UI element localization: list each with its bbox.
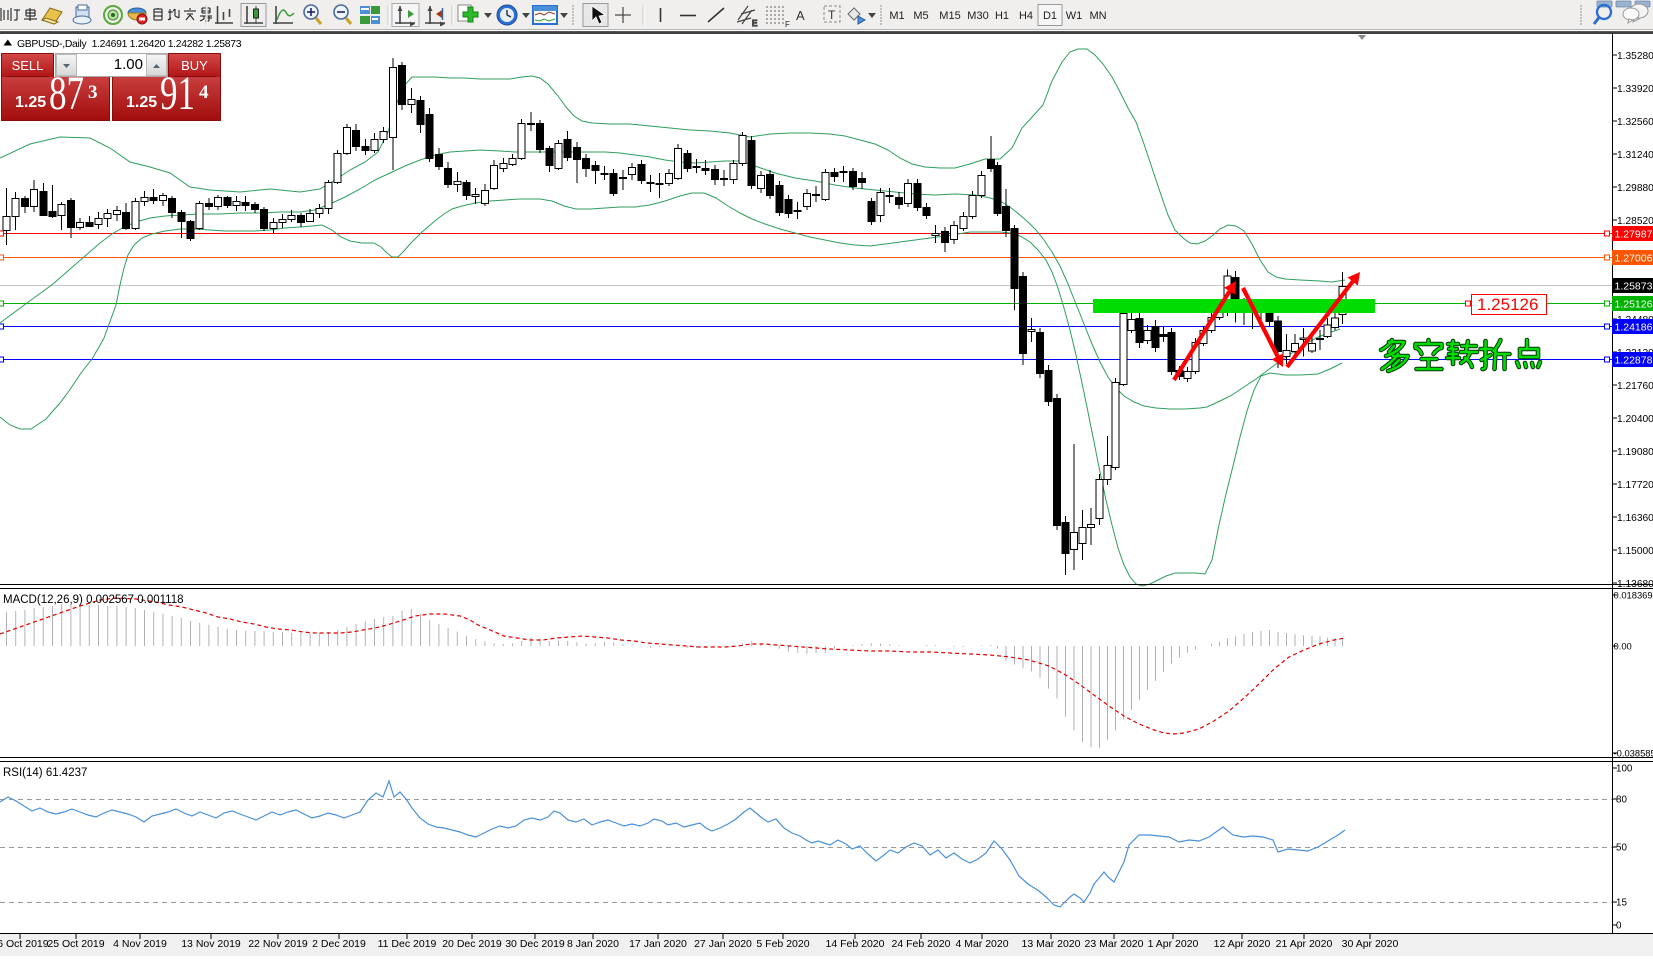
svg-text:14 Feb 2020: 14 Feb 2020: [826, 938, 885, 950]
svg-text:2 Dec 2019: 2 Dec 2019: [312, 938, 366, 950]
svg-text:15: 15: [1616, 898, 1627, 909]
svg-text:M30: M30: [967, 10, 988, 22]
svg-text:1.24186: 1.24186: [1615, 321, 1653, 333]
svg-text:1.27987: 1.27987: [1615, 228, 1653, 240]
svg-text:5 Feb 2020: 5 Feb 2020: [756, 938, 809, 950]
svg-text:MN: MN: [1089, 10, 1106, 22]
svg-text:1.15000: 1.15000: [1617, 546, 1653, 557]
svg-text:22 Nov 2019: 22 Nov 2019: [248, 938, 308, 950]
svg-text:100: 100: [1616, 764, 1633, 775]
svg-text:1.20400: 1.20400: [1617, 414, 1653, 425]
svg-text:M1: M1: [889, 10, 904, 22]
svg-text:D1: D1: [1043, 10, 1057, 22]
svg-text:8 Jan 2020: 8 Jan 2020: [567, 938, 619, 950]
svg-text:23 Mar 2020: 23 Mar 2020: [1085, 938, 1144, 950]
svg-text:W1: W1: [1066, 10, 1083, 22]
svg-text:12 Apr 2020: 12 Apr 2020: [1214, 938, 1271, 950]
svg-text:13 Nov 2019: 13 Nov 2019: [181, 938, 241, 950]
svg-text:0.018369: 0.018369: [1614, 590, 1653, 601]
svg-text:M15: M15: [939, 10, 960, 22]
svg-text:1.16360: 1.16360: [1617, 513, 1653, 524]
svg-text:0: 0: [1616, 921, 1622, 932]
svg-text:1.19080: 1.19080: [1617, 447, 1653, 458]
svg-text:30 Apr 2020: 30 Apr 2020: [1342, 938, 1399, 950]
svg-text:RSI(14) 61.4237: RSI(14) 61.4237: [3, 767, 87, 779]
svg-text:4 Mar 2020: 4 Mar 2020: [955, 938, 1008, 950]
svg-text:1.33920: 1.33920: [1617, 84, 1653, 95]
svg-text:1 Apr 2020: 1 Apr 2020: [1148, 938, 1199, 950]
svg-text:H4: H4: [1019, 10, 1033, 22]
svg-text:27 Jan 2020: 27 Jan 2020: [694, 938, 752, 950]
svg-text:-0.038585: -0.038585: [1614, 748, 1653, 759]
svg-text:1.25126: 1.25126: [1615, 298, 1653, 310]
svg-text:MACD(12,26,9) 0.002567 0.00111: MACD(12,26,9) 0.002567 0.001118: [3, 594, 184, 606]
svg-text:1.35280: 1.35280: [1617, 51, 1653, 62]
svg-text:11 Dec 2019: 11 Dec 2019: [378, 938, 437, 950]
svg-text:GBPUSD-,Daily 1.24691 1.26420: GBPUSD-,Daily 1.24691 1.26420 1.24282 1.…: [17, 39, 242, 50]
svg-text:1.28520: 1.28520: [1617, 216, 1653, 227]
svg-text:A: A: [796, 8, 805, 23]
svg-text:1.25873: 1.25873: [1615, 280, 1653, 292]
svg-text:17 Jan 2020: 17 Jan 2020: [629, 938, 687, 950]
svg-text:24 Feb 2020: 24 Feb 2020: [892, 938, 951, 950]
svg-text:1.27006: 1.27006: [1615, 252, 1653, 264]
svg-text:1.32560: 1.32560: [1617, 117, 1653, 128]
svg-text:T: T: [828, 8, 836, 22]
svg-text:0.00: 0.00: [1614, 641, 1632, 652]
svg-text:1.25126: 1.25126: [1477, 295, 1538, 314]
svg-text:20 Dec 2019: 20 Dec 2019: [442, 938, 502, 950]
svg-text:1.31240: 1.31240: [1617, 150, 1653, 161]
svg-text:1.13680: 1.13680: [1617, 579, 1653, 590]
svg-text:M5: M5: [913, 10, 928, 22]
svg-text:E: E: [752, 19, 757, 28]
svg-text:1.29880: 1.29880: [1617, 183, 1653, 194]
svg-text:80: 80: [1616, 795, 1627, 806]
svg-text:1.22878: 1.22878: [1615, 354, 1653, 366]
svg-text:25 Oct 2019: 25 Oct 2019: [47, 938, 104, 950]
svg-text:1.17720: 1.17720: [1617, 480, 1653, 491]
svg-text:50: 50: [1616, 843, 1627, 854]
svg-text:H1: H1: [995, 10, 1009, 22]
svg-text:4 Nov 2019: 4 Nov 2019: [113, 938, 167, 950]
svg-text:1.21760: 1.21760: [1617, 381, 1653, 392]
svg-text:F: F: [785, 20, 790, 29]
svg-text:16 Oct 2019: 16 Oct 2019: [0, 938, 49, 950]
svg-text:13 Mar 2020: 13 Mar 2020: [1022, 938, 1081, 950]
svg-text:30 Dec 2019: 30 Dec 2019: [505, 938, 565, 950]
svg-text:21 Apr 2020: 21 Apr 2020: [1276, 938, 1333, 950]
